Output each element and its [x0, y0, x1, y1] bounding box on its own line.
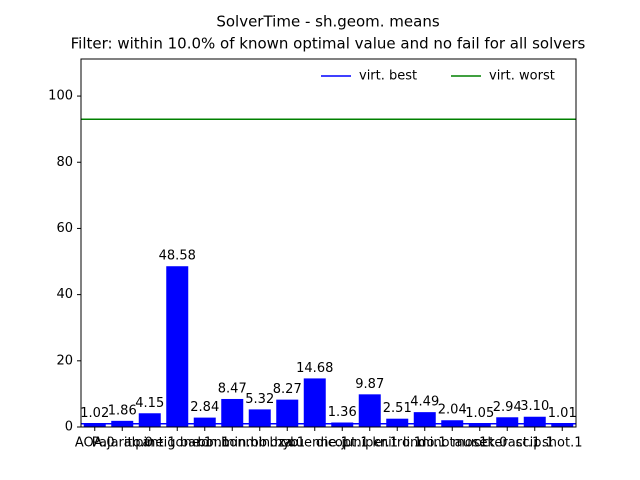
- x-tick-label: couenne.1: [281, 436, 349, 451]
- data-label: 1.05: [465, 406, 494, 421]
- x-tick-label: shot.1: [542, 436, 582, 451]
- bar: [413, 412, 436, 427]
- x-tick-label: lindo.1: [403, 436, 447, 451]
- x-tick-label: AOA.0: [75, 436, 115, 451]
- x-tick-label: bonmin.hyb: [221, 436, 298, 451]
- data-label: 5.32: [245, 392, 274, 407]
- data-label: 3.10: [520, 399, 549, 414]
- plot-frame: [80, 58, 577, 428]
- x-tick-label: baron.1: [180, 436, 230, 451]
- data-label: 1.02: [80, 406, 109, 421]
- bar: [386, 418, 409, 427]
- data-label: 2.84: [190, 400, 219, 415]
- bar: [166, 266, 189, 427]
- x-tick-label: Pajarito.0: [92, 436, 153, 451]
- bar: [358, 394, 381, 427]
- x-tick-label: juniper.1: [340, 436, 398, 451]
- bar: [551, 423, 574, 427]
- bar: [496, 417, 519, 427]
- y-tick-label: 60: [56, 221, 73, 236]
- bar: [276, 399, 299, 427]
- y-tick-label: 20: [56, 353, 73, 368]
- bar: [221, 398, 244, 427]
- bar: [193, 417, 216, 427]
- x-tick-label: minotaur.1: [417, 436, 487, 451]
- data-label: 2.04: [438, 403, 467, 418]
- data-label: 2.94: [493, 400, 522, 415]
- legend-label: virt. worst: [489, 69, 555, 84]
- bar: [468, 423, 491, 427]
- y-tick-label: 0: [65, 420, 73, 435]
- x-tick-label: dicopt.1: [316, 436, 369, 451]
- x-tick-label: antigone.1: [142, 436, 212, 451]
- bar: [331, 422, 354, 427]
- data-label: 14.68: [296, 361, 333, 376]
- x-tick-label: mosek.0: [452, 436, 507, 451]
- chart-subtitle: Filter: within 10.0% of known optimal va…: [71, 35, 586, 53]
- x-tick-label: octeract.1: [474, 436, 540, 451]
- bar: [83, 423, 106, 427]
- data-label: 1.01: [548, 406, 577, 421]
- x-tick-label: bza.1: [270, 436, 305, 451]
- bar: [248, 409, 271, 427]
- x-tick-label: knitro.1: [372, 436, 422, 451]
- bar: [138, 413, 161, 427]
- x-tick-label: bonmin.bb: [197, 436, 267, 451]
- data-label: 48.58: [159, 249, 196, 264]
- y-tick-label: 80: [56, 155, 73, 170]
- bar: [303, 378, 326, 427]
- data-label: 4.15: [135, 396, 164, 411]
- data-label: 1.86: [108, 403, 137, 418]
- data-label: 9.87: [355, 377, 384, 392]
- data-label: 4.49: [410, 395, 439, 410]
- data-label: 2.51: [383, 401, 412, 416]
- data-label: 1.36: [328, 405, 357, 420]
- y-tick-label: 100: [48, 89, 73, 104]
- data-label: 8.27: [273, 382, 302, 397]
- chart-title: SolverTime - sh.geom. means: [216, 13, 440, 31]
- y-tick-label: 40: [56, 287, 73, 302]
- bar: [523, 416, 546, 427]
- legend-label: virt. best: [359, 69, 417, 84]
- data-label: 8.47: [218, 381, 247, 396]
- x-tick-label: alpine.1: [124, 436, 176, 451]
- x-tick-label: scip.1: [516, 436, 554, 451]
